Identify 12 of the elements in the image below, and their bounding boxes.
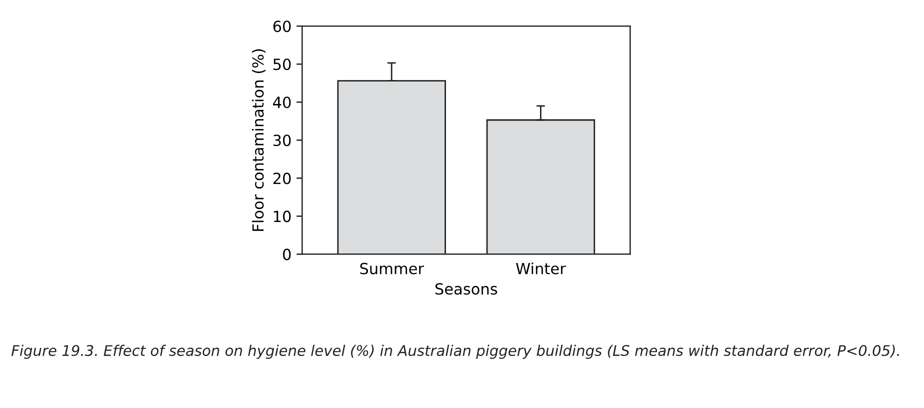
x-tick-label: Summer	[360, 262, 424, 274]
y-tick-label: 60	[273, 20, 291, 32]
y-tick-label: 30	[273, 134, 291, 146]
y-tick-label: 40	[273, 96, 291, 108]
x-axis-title: Seasons	[435, 283, 498, 295]
y-tick-label: 50	[273, 58, 291, 70]
y-tick-label: 10	[274, 210, 291, 222]
y-tick-label: 0	[283, 248, 291, 260]
y-tick-label: 20	[273, 172, 291, 184]
caption: Figure 19.3. Effect of season on hygiene level (%) in Australian piggery buildings (LS means with standard error, P<0.05).	[11, 344, 899, 359]
y-axis-title: Floor contamination (%)	[252, 49, 266, 231]
x-tick-label: Winter	[516, 262, 566, 274]
